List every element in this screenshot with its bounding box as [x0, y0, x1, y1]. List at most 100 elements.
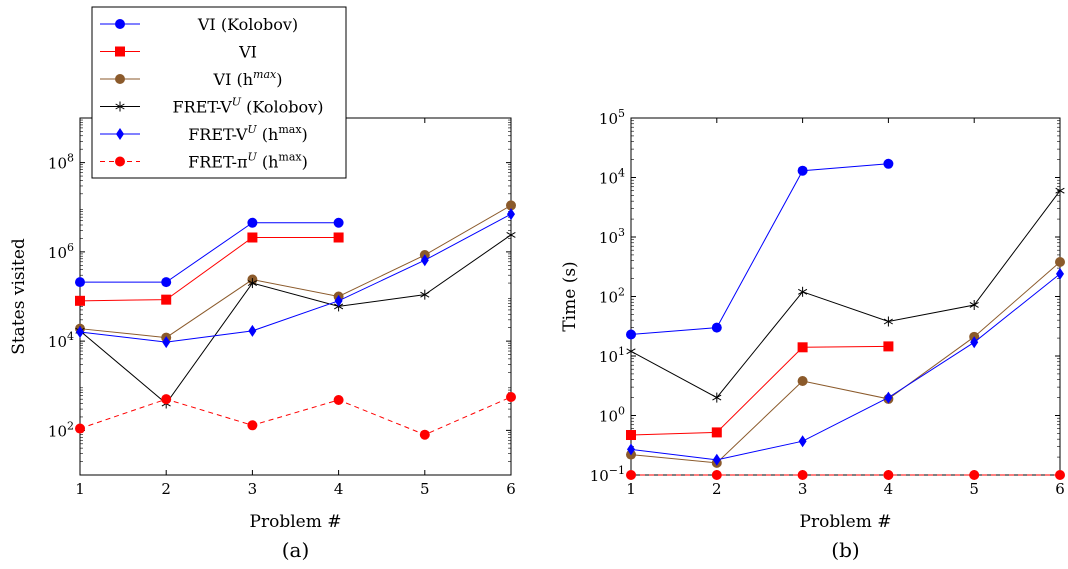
x-tick-label: 5	[969, 480, 979, 498]
series-line	[79, 236, 339, 302]
legend-label: VI (hmax)	[213, 68, 283, 89]
x-tick-label: 4	[884, 480, 894, 498]
series-fret-vu-kolobov-	[626, 185, 1065, 403]
data-point	[711, 322, 722, 333]
x-tick-label: 2	[161, 480, 171, 498]
chart-a: 102 104 106 108 1 2 3 4 5 6 Problem # States visite…	[9, 117, 516, 562]
data-point	[247, 217, 258, 228]
data-point	[248, 324, 257, 337]
data-point	[712, 453, 721, 466]
data-point	[161, 294, 172, 305]
plot-frame	[630, 117, 1061, 476]
x-tick-label: 3	[248, 480, 258, 498]
series-vi-kolobov-	[626, 158, 894, 340]
data-point	[1055, 185, 1065, 196]
series-vi-kolobov-	[75, 217, 344, 288]
legend-marker	[115, 46, 125, 57]
data-point	[711, 427, 722, 438]
series-fret-u-hmax-	[75, 391, 516, 440]
x-tick-label: 4	[334, 480, 344, 498]
data-point	[506, 200, 516, 211]
series-line	[79, 213, 512, 343]
series-line	[80, 222, 339, 283]
series-fret-vu-hmax-	[76, 208, 515, 349]
x-tick-label: 1	[75, 480, 85, 498]
data-point	[712, 392, 722, 403]
legend-label: FRET-VU (hmax)	[188, 123, 308, 144]
data-point	[507, 208, 515, 221]
data-point	[333, 394, 344, 405]
data-point	[419, 429, 430, 440]
data-point	[334, 294, 343, 307]
x-tick-label: 6	[1055, 480, 1065, 498]
data-point	[333, 232, 344, 243]
data-point	[627, 443, 635, 456]
legend-label: FRET-VU (Kolobov)	[173, 96, 324, 117]
y-tick-label: 108	[48, 152, 74, 173]
data-point	[161, 394, 172, 405]
data-point	[883, 341, 894, 352]
data-point	[626, 346, 636, 357]
legend-label: VI	[238, 43, 257, 62]
x-tick-label: 5	[420, 480, 430, 498]
x-tick-label: 6	[506, 480, 516, 498]
data-point	[506, 391, 516, 402]
legend: VI (Kolobov) VI VI (hmax) FRET-VU (Kolobov)…	[91, 6, 347, 179]
y-tick-label: 103	[599, 226, 625, 247]
series-line	[79, 396, 512, 436]
chart-caption: (b)	[831, 538, 859, 562]
data-point	[247, 232, 258, 243]
data-point	[247, 278, 257, 289]
series-line	[630, 190, 1061, 399]
series-line	[79, 234, 512, 405]
series-vi-hmax-	[626, 257, 1065, 468]
x-tick-label: 1	[626, 480, 636, 498]
data-point	[969, 299, 979, 310]
y-tick-label: 10−1	[590, 464, 625, 485]
data-point	[797, 165, 808, 176]
data-point	[883, 158, 894, 169]
y-tick-label: 101	[599, 345, 625, 366]
data-point	[626, 430, 636, 441]
legend-marker	[115, 19, 125, 29]
data-point	[506, 229, 516, 240]
data-point	[161, 277, 172, 288]
y-tick-label: 104	[599, 167, 625, 188]
data-point	[626, 329, 636, 340]
data-point	[798, 286, 808, 297]
data-point	[75, 295, 85, 306]
series-line	[630, 273, 1061, 461]
y-tick-label: 100	[599, 405, 625, 426]
minor-ticks	[631, 120, 1060, 458]
data-point	[75, 423, 85, 434]
series-line	[79, 204, 512, 339]
data-point	[970, 336, 979, 349]
data-point	[797, 376, 808, 387]
data-point	[797, 470, 808, 480]
legend-marker	[115, 101, 125, 112]
legend-box	[91, 6, 347, 179]
x-axis-title: Problem #	[250, 512, 342, 532]
legend-marker	[115, 156, 125, 167]
series-line	[630, 261, 1061, 464]
data-point	[626, 470, 636, 480]
data-point	[420, 289, 430, 300]
y-axis-title: States visited	[9, 238, 29, 355]
data-point	[884, 391, 893, 404]
legend-marker	[115, 74, 125, 84]
x-tick-label: 2	[712, 480, 722, 498]
data-point	[333, 217, 344, 228]
y-tick-label: 102	[599, 286, 625, 307]
data-point	[76, 326, 84, 339]
series-line	[630, 163, 889, 335]
series-fret-vu-kolobov-	[75, 229, 516, 409]
series-vi	[75, 232, 344, 306]
chart-caption: (a)	[282, 538, 310, 562]
y-axis-title: Time (s)	[560, 261, 580, 331]
data-point	[969, 470, 980, 480]
data-point	[1055, 257, 1065, 268]
y-tick-label: 104	[48, 330, 74, 351]
data-point	[162, 336, 171, 349]
y-tick-label: 106	[48, 241, 74, 262]
chart-b: 10−1 100 101 102 103 104 105 1 2 3 4 5 6 Problem # Tim…	[560, 107, 1065, 562]
